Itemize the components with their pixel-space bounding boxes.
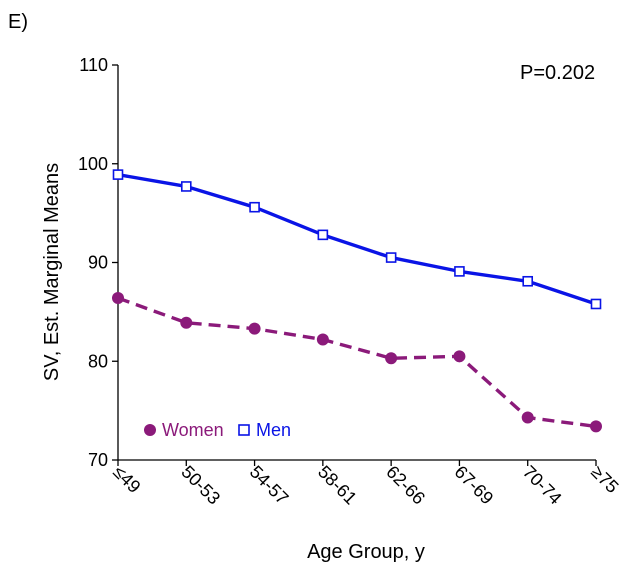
y-tick-label: 80 [88,351,108,371]
legend-women-marker [144,424,156,436]
legend: Women Men [144,420,291,440]
y-tick-label: 90 [88,253,108,273]
legend-women-label: Women [162,420,224,440]
data-point-women [112,292,124,305]
x-tick-label: 70-74 [519,462,566,509]
data-point-men [249,201,260,213]
data-point-men [317,229,329,241]
axes: 70 80 90 100 110 ≤49 50-53 54-57 58-61 62-66 67-69… [78,55,623,508]
x-tick-label: 50-53 [177,462,224,509]
data-point-men [385,252,397,263]
x-axis-title: Age Group, y [307,541,425,563]
y-tick-label: 100 [78,154,108,174]
data-point-women [590,420,602,433]
y-axis-title: SV, Est. Marginal Means [41,163,63,381]
p-value: P=0.202 [520,62,595,84]
data-point-women [316,333,329,346]
data-point-women [180,316,193,329]
data-point-women [385,352,398,365]
x-tick-label: 62-66 [382,462,429,509]
x-tick-label: ≤49 [109,462,144,497]
panel-label: E) [8,11,28,33]
y-tick-label: 70 [88,450,108,470]
series-line-men [117,172,597,306]
data-point-men [112,169,124,180]
x-tick-label: 54-57 [246,462,293,509]
x-tick-label: ≥75 [587,462,622,497]
x-tick-label: 58-61 [314,462,361,509]
data-point-women [248,322,261,335]
data-point-women [453,350,466,363]
y-tick-label: 110 [79,55,108,75]
x-tick-label: 67-69 [451,462,498,509]
data-point-men [454,266,465,277]
legend-men-label: Men [256,420,291,440]
series-line-women [117,296,597,429]
data-point-men [522,275,534,287]
data-point-women [521,411,534,424]
data-point-men [590,298,602,310]
data-point-men [180,181,192,192]
series-layer [112,169,602,433]
legend-men-marker [238,424,250,436]
